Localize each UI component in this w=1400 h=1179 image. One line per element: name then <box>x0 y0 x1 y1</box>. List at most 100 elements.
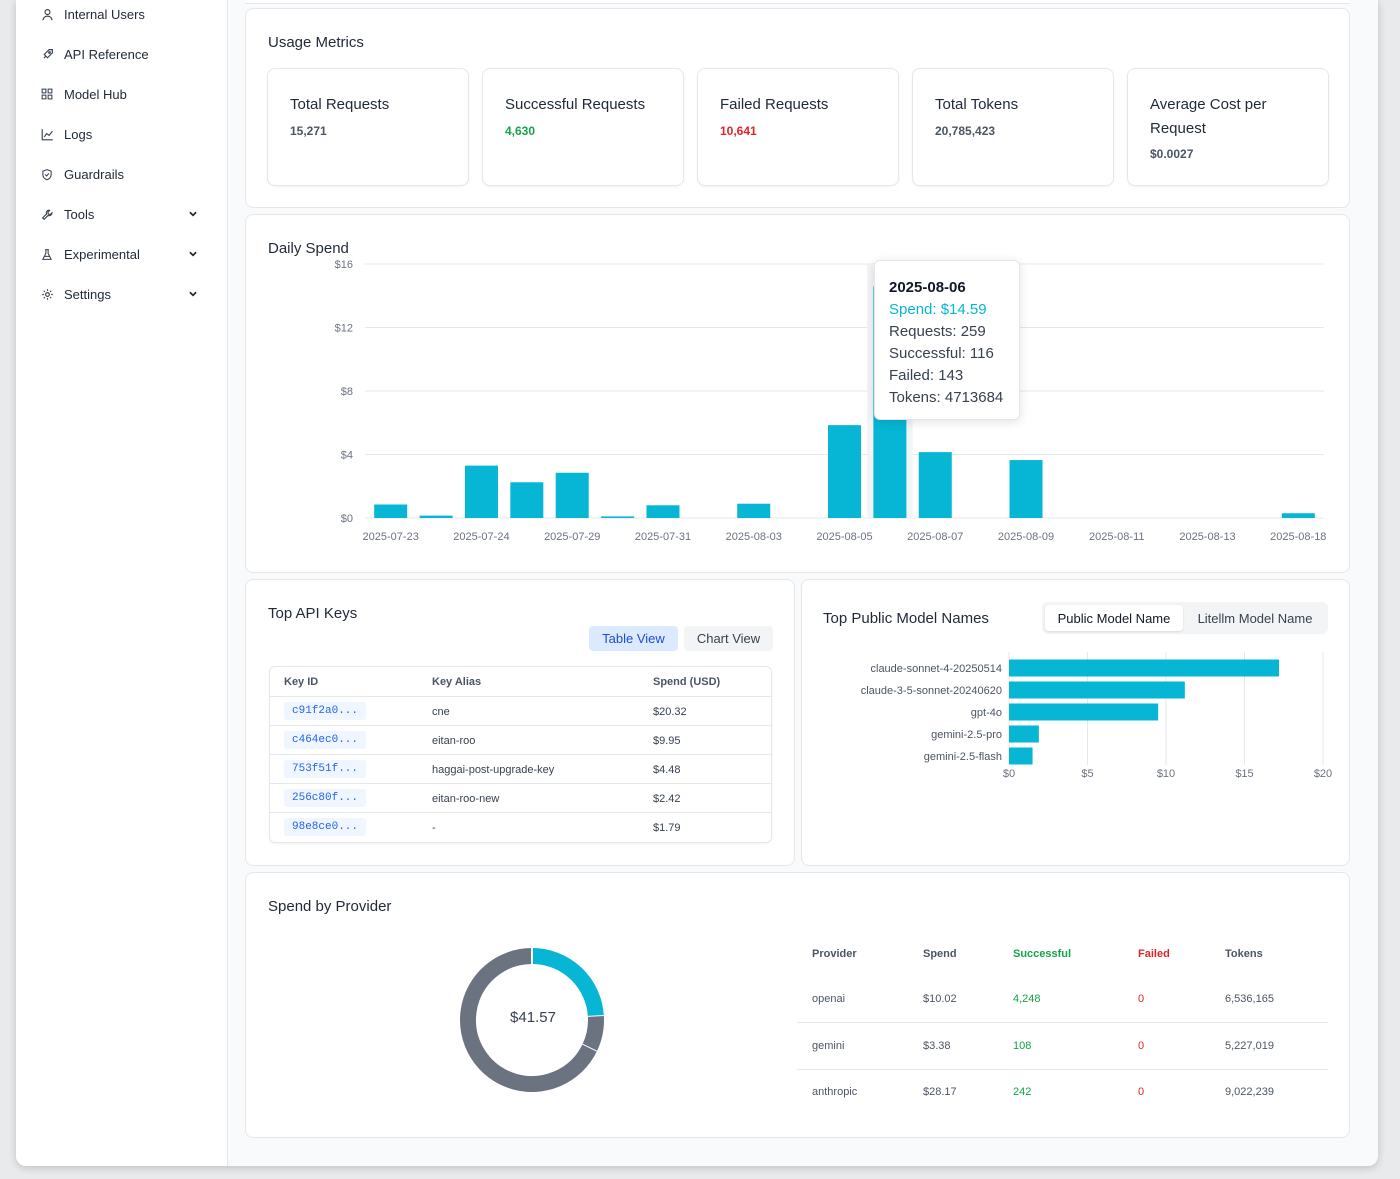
sidebar-item-api-reference[interactable]: API Reference <box>40 42 200 66</box>
bar <box>646 505 680 518</box>
bar <box>1009 725 1039 743</box>
table-row[interactable]: gemini $3.38 108 0 5,227,019 <box>797 1022 1328 1069</box>
metric-successful-requests: Successful Requests 4,630 <box>482 68 684 186</box>
key-alias: - <box>432 822 436 834</box>
table-row[interactable]: openai $10.02 4,248 0 6,536,165 <box>797 977 1328 1024</box>
key-id[interactable]: 753f51f... <box>284 760 367 778</box>
wrench-icon <box>40 207 54 221</box>
provider-spend: $10.02 <box>923 993 957 1005</box>
sidebar-item-label: Internal Users <box>64 6 145 22</box>
x-tick-label: 2025-08-11 <box>1089 531 1144 543</box>
chevron-down-icon[interactable] <box>186 207 200 221</box>
sidebar-item-settings[interactable]: Settings <box>40 282 200 306</box>
provider-name: anthropic <box>812 1086 858 1098</box>
key-id[interactable]: c464ec0... <box>284 731 367 749</box>
x-tick-label: $0 <box>1003 768 1015 780</box>
table-row[interactable]: c464ec0... eitan-roo $9.95 <box>270 725 771 755</box>
provider-failed: 0 <box>1138 1040 1145 1052</box>
bar <box>419 515 453 518</box>
column-header: Tokens <box>1225 948 1263 960</box>
metric-average-cost: Average Cost per Request $0.0027 <box>1127 68 1329 186</box>
app-window: Internal Users API Reference Model Hub L… <box>16 0 1378 1166</box>
donut-slice <box>582 1015 604 1052</box>
sidebar-item-label: Tools <box>64 206 95 222</box>
key-spend: $20.32 <box>653 706 687 718</box>
column-header: Key Alias <box>432 676 482 688</box>
previous-card-edge <box>245 0 1350 4</box>
table-row[interactable]: anthropic $28.17 242 0 9,022,239 <box>797 1069 1328 1116</box>
bar <box>828 425 861 518</box>
provider-table-header: Provider Spend Successful Failed Tokens <box>797 935 1328 979</box>
column-header: Spend (USD) <box>653 676 721 688</box>
bar <box>1009 659 1280 677</box>
provider-tokens: 5,227,019 <box>1225 1040 1274 1052</box>
sidebar-item-logs[interactable]: Logs <box>40 122 200 146</box>
line-chart-icon <box>40 127 54 141</box>
spend-by-provider-title: Spend by Provider <box>268 898 392 915</box>
sidebar-item-label: Settings <box>64 286 111 302</box>
top-models-chart: $0 $5 $10 $15 $20 claude-sonnet-4-20250514 cla… <box>861 652 1332 780</box>
daily-spend-title: Daily Spend <box>268 240 349 257</box>
provider-successful: 4,248 <box>1013 993 1041 1005</box>
spend-by-provider-card: Spend by Provider $41.57 Provider Spend … <box>245 872 1350 1138</box>
key-spend: $1.79 <box>653 822 681 834</box>
tab-public-model-name[interactable]: Public Model Name <box>1045 605 1183 631</box>
usage-metrics-card: Usage Metrics Total Requests 15,271 Succ… <box>245 8 1350 208</box>
x-tick-label: 2025-08-07 <box>907 531 963 543</box>
grid-icon <box>40 87 54 101</box>
provider-spend: $28.17 <box>923 1086 957 1098</box>
key-alias: eitan-roo-new <box>432 793 500 805</box>
bar <box>555 472 589 518</box>
x-tick-label: 2025-08-13 <box>1179 531 1235 543</box>
rocket-icon <box>40 47 54 61</box>
sidebar-item-model-hub[interactable]: Model Hub <box>40 82 200 106</box>
table-row[interactable]: c91f2a0... cne $20.32 <box>270 696 771 726</box>
y-tick-label: gpt-4o <box>971 707 1002 719</box>
provider-name: openai <box>812 993 846 1005</box>
table-row[interactable]: 98e8ce0... - $1.79 <box>270 812 771 842</box>
sidebar-item-internal-users[interactable]: Internal Users <box>40 2 200 26</box>
top-api-keys-title: Top API Keys <box>268 605 358 622</box>
provider-successful: 108 <box>1013 1040 1032 1052</box>
sidebar-item-tools[interactable]: Tools <box>40 202 200 226</box>
metric-value: $0.0027 <box>1150 147 1194 161</box>
bar <box>374 504 408 518</box>
tab-litellm-model-name[interactable]: Litellm Model Name <box>1197 610 1313 626</box>
bar <box>1009 747 1033 765</box>
x-tick-label: $5 <box>1081 768 1093 780</box>
sidebar-item-guardrails[interactable]: Guardrails <box>40 162 200 186</box>
chevron-down-icon[interactable] <box>186 287 200 301</box>
metric-value: 4,630 <box>505 124 536 138</box>
key-alias: eitan-roo <box>432 735 476 747</box>
y-tick-label: $16 <box>335 259 353 271</box>
table-row[interactable]: 256c80f... eitan-roo-new $2.42 <box>270 783 771 813</box>
key-id[interactable]: 98e8ce0... <box>284 818 367 836</box>
table-row[interactable]: 753f51f... haggai-post-upgrade-key $4.48 <box>270 754 771 784</box>
chevron-down-icon[interactable] <box>186 247 200 261</box>
x-tick-label: $20 <box>1314 768 1332 780</box>
key-id[interactable]: c91f2a0... <box>284 702 367 720</box>
flask-icon <box>40 247 54 261</box>
chart-tooltip: 2025-08-06 Spend: $14.59 Requests: 259 S… <box>874 260 1020 420</box>
x-tick-label: 2025-08-03 <box>726 531 782 543</box>
sidebar-item-label: Model Hub <box>64 86 127 102</box>
key-id[interactable]: 256c80f... <box>284 789 367 807</box>
x-tick-label: 2025-08-09 <box>998 531 1054 543</box>
y-tick-label: $12 <box>335 323 353 335</box>
bar <box>737 503 771 518</box>
sidebar-item-label: API Reference <box>64 46 149 62</box>
metric-value: 20,785,423 <box>935 124 996 138</box>
gear-icon <box>40 287 54 301</box>
metric-label: Failed Requests <box>720 96 829 113</box>
key-alias: haggai-post-upgrade-key <box>432 764 555 776</box>
tooltip-spend: Spend: $14.59 <box>889 301 987 318</box>
sidebar-item-experimental[interactable]: Experimental <box>40 242 200 266</box>
api-keys-table: Key ID Key Alias Spend (USD) c91f2a0... … <box>269 666 772 843</box>
metric-label: Total Requests <box>290 96 390 113</box>
provider-spend: $3.38 <box>923 1040 951 1052</box>
x-tick-label: 2025-07-23 <box>363 531 419 543</box>
chart-view-button[interactable]: Chart View <box>684 626 773 651</box>
bar <box>918 452 952 518</box>
bar <box>464 465 498 518</box>
table-view-button[interactable]: Table View <box>589 626 678 651</box>
